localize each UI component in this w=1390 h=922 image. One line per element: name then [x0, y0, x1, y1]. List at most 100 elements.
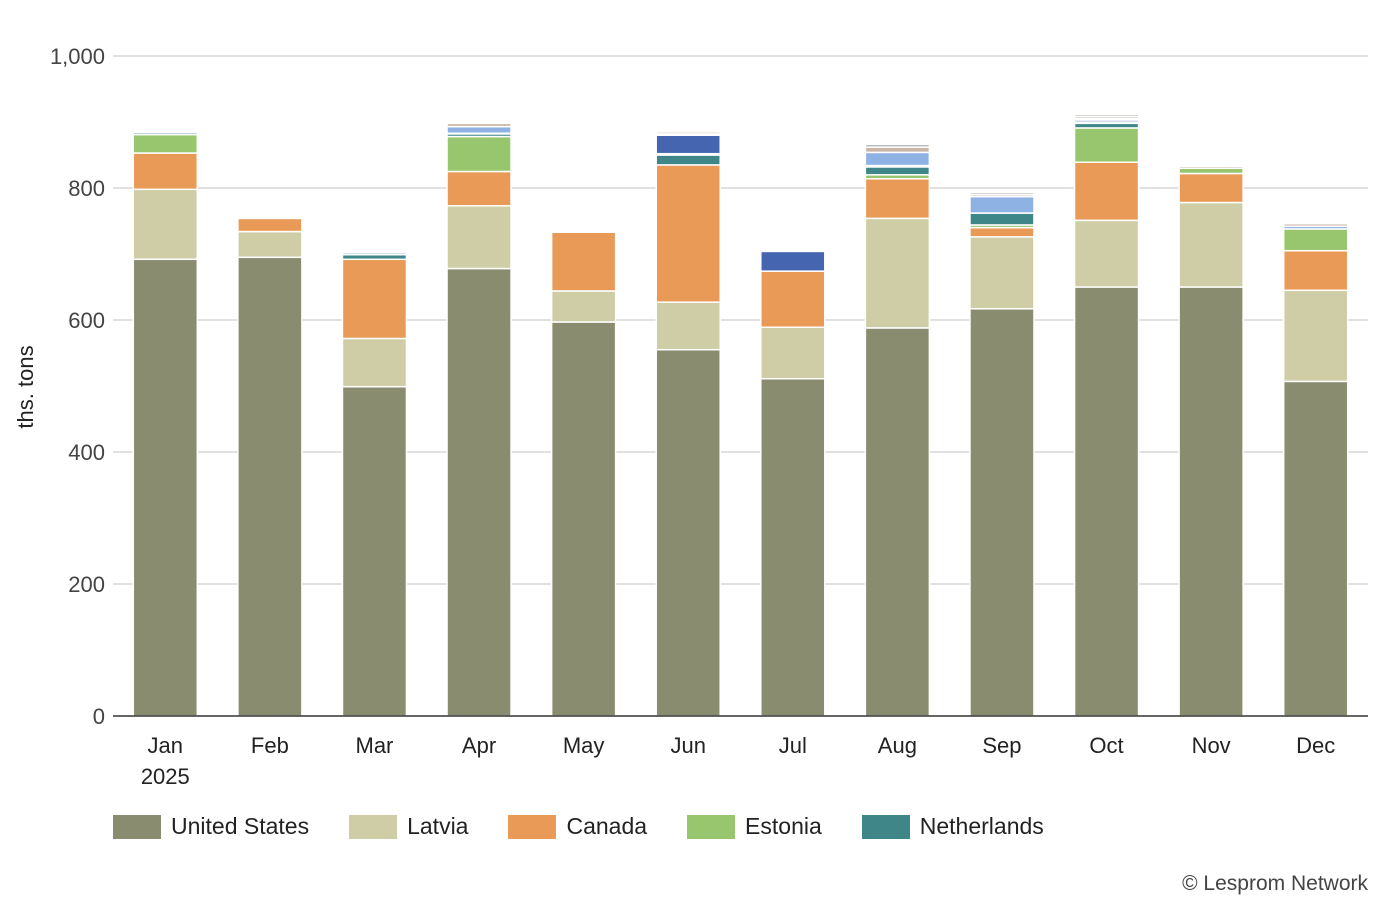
bar-segment-united-states[interactable]: [864, 327, 931, 717]
x-tick-label: Apr: [462, 733, 496, 758]
bar-segment-latvia[interactable]: [132, 188, 199, 261]
bar-segment-united-states[interactable]: [446, 267, 512, 717]
bar-segment-series-6[interactable]: [760, 250, 826, 272]
bars: [132, 113, 1349, 717]
bar-stack-sep: [969, 191, 1035, 717]
bar-segment-canada[interactable]: [969, 226, 1035, 238]
bar-segment-united-states[interactable]: [1073, 286, 1140, 717]
bar-segment-series-8[interactable]: [864, 146, 931, 154]
x-tick-label: Sep: [982, 733, 1021, 758]
bar-segment-estonia[interactable]: [1178, 167, 1244, 175]
bar-segment-series-9[interactable]: [1282, 221, 1349, 225]
bar-segment-latvia[interactable]: [237, 230, 303, 259]
bar-stack-mar: [341, 249, 408, 717]
bar-segment-united-states[interactable]: [550, 321, 617, 717]
bar-segment-series-9[interactable]: [341, 249, 408, 253]
bar-segment-series-9[interactable]: [760, 247, 826, 251]
bar-segment-latvia[interactable]: [1073, 219, 1140, 288]
bar-segment-series-9[interactable]: [1073, 113, 1140, 118]
legend-swatch: [687, 814, 736, 839]
bar-segment-united-states[interactable]: [341, 385, 408, 717]
x-tick-label: Oct: [1089, 733, 1123, 758]
y-tick-label: 1,000: [50, 44, 105, 69]
bar-segment-series-9[interactable]: [1178, 164, 1244, 167]
bar-segment-estonia[interactable]: [446, 135, 512, 173]
legend-label: Estonia: [745, 813, 822, 839]
stacked-bar-chart: 0 200 400 600 800 1,000 Jan 2025 Feb Mar Apr May Ju…: [13, 44, 1368, 789]
bar-segment-canada[interactable]: [655, 164, 721, 303]
bar-segment-series-7[interactable]: [969, 195, 1035, 214]
bar-segment-series-9[interactable]: [969, 191, 1035, 196]
bar-segment-latvia[interactable]: [341, 337, 408, 388]
bar-segment-latvia[interactable]: [1282, 289, 1349, 383]
bar-stack-jun: [655, 129, 721, 717]
legend-swatch: [113, 814, 161, 839]
x-tick-label: Jun: [670, 733, 705, 758]
legend-swatch: [861, 814, 910, 839]
bar-segment-netherlands[interactable]: [969, 212, 1035, 226]
bar-segment-united-states[interactable]: [237, 256, 303, 717]
bar-stack-dec: [1282, 221, 1349, 717]
bar-segment-estonia[interactable]: [132, 133, 199, 154]
bar-segment-series-9[interactable]: [237, 213, 303, 217]
x-tick-label: Jan: [148, 733, 183, 758]
bar-segment-canada[interactable]: [237, 217, 303, 233]
bar-segment-estonia[interactable]: [1073, 127, 1140, 164]
y-axis: 0 200 400 600 800 1,000: [50, 44, 105, 729]
bar-segment-canada[interactable]: [132, 152, 199, 191]
bar-segment-canada[interactable]: [864, 178, 931, 220]
legend-item-latvia[interactable]: Latvia: [349, 813, 468, 840]
bar-stack-oct: [1073, 113, 1140, 717]
bar-segment-canada[interactable]: [550, 231, 617, 292]
bar-segment-series-9[interactable]: [446, 121, 512, 125]
legend-item-canada[interactable]: Canada: [508, 813, 647, 840]
bar-segment-united-states[interactable]: [1178, 286, 1244, 717]
bar-segment-series-9[interactable]: [550, 227, 617, 231]
bar-segment-series-7[interactable]: [864, 151, 931, 167]
bar-segment-canada[interactable]: [1178, 172, 1244, 204]
bar-segment-canada[interactable]: [446, 170, 512, 207]
x-tick-label: Jul: [779, 733, 807, 758]
bar-segment-united-states[interactable]: [1282, 380, 1349, 717]
bar-segment-canada[interactable]: [341, 258, 408, 340]
bar-segment-united-states[interactable]: [655, 348, 721, 717]
legend-label: Netherlands: [919, 813, 1044, 839]
bar-segment-estonia[interactable]: [1282, 228, 1349, 252]
bar-segment-series-9[interactable]: [864, 143, 931, 148]
bar-segment-series-9[interactable]: [655, 129, 721, 133]
legend-swatch: [508, 814, 557, 839]
x-tick-label: Dec: [1296, 733, 1335, 758]
bar-segment-united-states[interactable]: [969, 308, 1035, 717]
bar-segment-latvia[interactable]: [1178, 201, 1244, 288]
bar-segment-canada[interactable]: [760, 270, 826, 329]
legend-item-estonia[interactable]: Estonia: [687, 813, 822, 840]
bar-segment-series-7[interactable]: [446, 125, 512, 134]
bar-segment-latvia[interactable]: [969, 236, 1035, 310]
bar-stack-aug: [864, 143, 931, 717]
gridlines: [113, 55, 1368, 585]
legend-swatch: [349, 814, 398, 839]
bar-segment-canada[interactable]: [1282, 249, 1349, 292]
legend-item-netherlands[interactable]: Netherlands: [861, 813, 1044, 840]
bar-segment-united-states[interactable]: [760, 377, 826, 717]
bar-segment-netherlands[interactable]: [864, 166, 931, 176]
legend-item-united-states[interactable]: United States: [113, 813, 309, 840]
bar-segment-latvia[interactable]: [760, 326, 826, 380]
x-axis: Jan 2025 Feb Mar Apr May Jun Jul Aug Sep Oct Nov Dec: [113, 715, 1368, 789]
bar-segment-united-states[interactable]: [132, 258, 199, 717]
bar-segment-netherlands[interactable]: [655, 154, 721, 166]
bar-segment-series-6[interactable]: [655, 134, 721, 155]
bar-stack-jul: [760, 247, 826, 717]
bar-segment-latvia[interactable]: [550, 290, 617, 323]
legend-label: Latvia: [407, 813, 469, 839]
y-tick-label: 600: [68, 308, 105, 333]
bar-segment-latvia[interactable]: [864, 217, 931, 329]
legend-label: Canada: [566, 813, 648, 839]
bar-segment-latvia[interactable]: [446, 205, 512, 270]
bar-segment-canada[interactable]: [1073, 161, 1140, 222]
x-tick-label: May: [563, 733, 605, 758]
bar-segment-latvia[interactable]: [655, 301, 721, 351]
bar-segment-series-9[interactable]: [132, 127, 199, 131]
legend: United States Latvia Canada Estonia Netherla…: [113, 813, 1084, 840]
x-tick-label: Nov: [1192, 733, 1231, 758]
